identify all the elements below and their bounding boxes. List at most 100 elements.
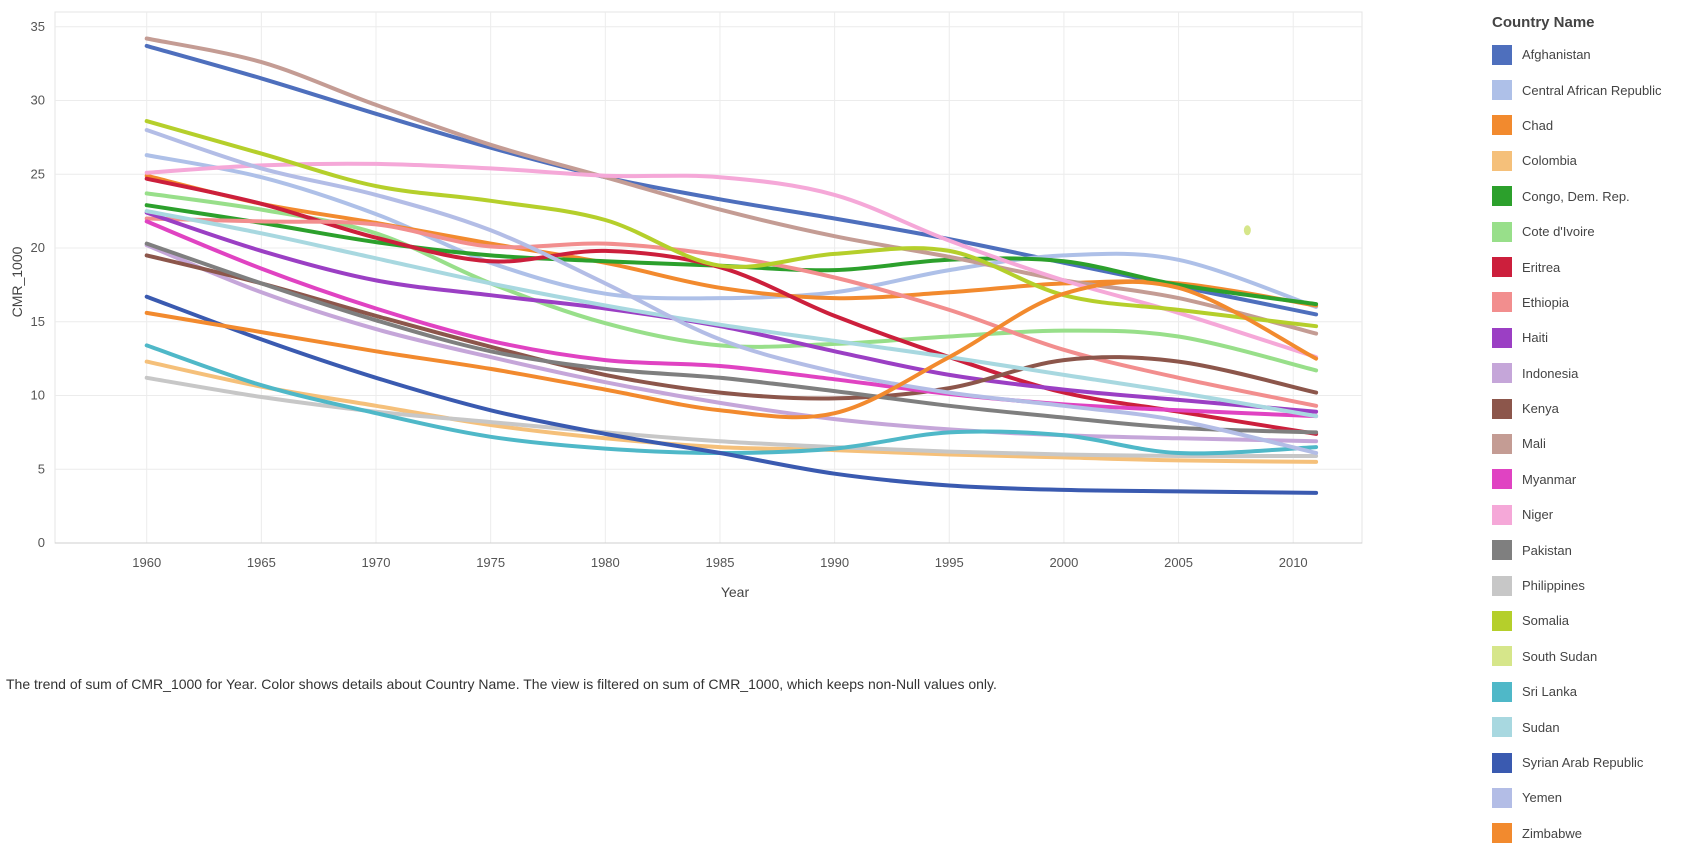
legend-label: Haiti [1522,330,1549,346]
legend-label: Philippines [1522,578,1585,594]
x-axis-title: Year [721,584,750,600]
x-tick-label: 1980 [591,555,620,570]
series-line-philippines [144,375,1319,459]
series-line-myanmar [144,219,1319,419]
legend-item-south-sudan[interactable]: South Sudan [1492,639,1697,674]
legend-swatch [1492,44,1512,65]
x-tick-label: 1995 [935,555,964,570]
legend-swatch [1492,292,1512,313]
legend-label: Yemen [1522,790,1562,806]
plot-area [54,11,1363,544]
legend-item-cote-d-ivoire[interactable]: Cote d'Ivoire [1492,214,1697,249]
y-tick-label: 25 [31,166,45,181]
legend-item-afghanistan[interactable]: Afghanistan [1492,37,1697,72]
y-tick-label: 10 [31,388,45,403]
chart-plot: 0 5 10 15 20 25 30 35 1960 1965 1970 1975 1980 1985 19… [9,11,1363,600]
legend-swatch [1492,115,1512,136]
legend-item-sri-lanka[interactable]: Sri Lanka [1492,674,1697,709]
legend-swatch [1492,610,1512,631]
series-line-afghanistan [144,43,1319,317]
legend: Country Name Afghanistan Central African … [1492,12,1697,851]
legend-item-myanmar[interactable]: Myanmar [1492,462,1697,497]
series-lines [144,36,1319,495]
y-axis-title: CMR_1000 [9,246,25,317]
y-tick-label: 5 [38,461,45,476]
legend-item-congo-dem-rep[interactable]: Congo, Dem. Rep. [1492,179,1697,214]
series-line-cote-d-ivoire [144,191,1319,373]
series-line-chad [144,173,1319,308]
legend-item-niger[interactable]: Niger [1492,497,1697,532]
legend-label: Sri Lanka [1522,684,1577,700]
legend-item-zimbabwe[interactable]: Zimbabwe [1492,816,1697,851]
x-tick-label: 1970 [362,555,391,570]
legend-label: Zimbabwe [1522,825,1582,841]
legend-label: Kenya [1522,401,1559,417]
series-line-zimbabwe [144,279,1319,420]
y-tick-label: 35 [31,19,45,34]
legend-item-eritrea[interactable]: Eritrea [1492,249,1697,284]
legend-label: Chad [1522,117,1554,133]
legend-label: Colombia [1522,153,1577,169]
legend-label: Congo, Dem. Rep. [1522,188,1630,204]
axes: 0 5 10 15 20 25 30 35 1960 1965 1970 1975 1980 1985 19… [31,19,1362,570]
legend-item-central-african-republic[interactable]: Central African Republic [1492,72,1697,107]
series-line-central-african-republic [144,153,1319,309]
legend-item-colombia[interactable]: Colombia [1492,143,1697,178]
legend-label: Afghanistan [1522,47,1591,63]
legend-item-yemen[interactable]: Yemen [1492,780,1697,815]
legend-item-haiti[interactable]: Haiti [1492,320,1697,355]
legend-label: Niger [1522,507,1554,523]
legend-label: Eritrea [1522,259,1561,275]
legend-swatch [1492,433,1512,454]
series-line-somalia [144,119,1319,329]
legend-title: Country Name [1492,14,1595,31]
legend-label: Mali [1522,436,1546,452]
x-tick-label: 2005 [1164,555,1193,570]
legend-item-mali[interactable]: Mali [1492,426,1697,461]
legend-swatch [1492,469,1512,490]
legend-items: Afghanistan Central African Republic Chad C… [1492,37,1697,851]
legend-swatch [1492,575,1512,596]
legend-swatch [1492,823,1512,844]
legend-swatch [1492,257,1512,278]
legend-item-syrian-arab-republic[interactable]: Syrian Arab Republic [1492,745,1697,780]
legend-label: South Sudan [1522,648,1598,664]
legend-item-sudan[interactable]: Sudan [1492,709,1697,744]
series-line-pakistan [144,241,1319,435]
series-line-yemen [144,128,1319,455]
legend-item-indonesia[interactable]: Indonesia [1492,356,1697,391]
series-line-indonesia [144,243,1319,444]
legend-item-somalia[interactable]: Somalia [1492,603,1697,638]
legend-item-ethiopia[interactable]: Ethiopia [1492,285,1697,320]
legend-label: Somalia [1522,613,1569,629]
legend-label: Indonesia [1522,365,1579,381]
legend-label: Ethiopia [1522,294,1569,310]
legend-label: Myanmar [1522,471,1577,487]
y-tick-label: 15 [31,314,45,329]
series-line-ethiopia [144,216,1319,408]
y-tick-label: 0 [38,535,45,550]
legend-swatch [1492,363,1512,384]
series-line-syrian-arab-republic [144,294,1319,495]
x-tick-label: 1960 [132,555,161,570]
series-point-south-sudan [1243,225,1251,236]
x-tick-label: 1975 [476,555,505,570]
grid-lines [54,11,1363,544]
legend-label: Sudan [1522,719,1560,735]
legend-swatch [1492,327,1512,348]
legend-item-pakistan[interactable]: Pakistan [1492,532,1697,567]
legend-swatch [1492,540,1512,561]
legend-label: Central African Republic [1522,82,1662,98]
legend-item-philippines[interactable]: Philippines [1492,568,1697,603]
legend-swatch [1492,717,1512,738]
legend-swatch [1492,752,1512,773]
series-line-eritrea [144,176,1319,436]
x-tick-label: 2010 [1279,555,1308,570]
legend-item-kenya[interactable]: Kenya [1492,391,1697,426]
legend-swatch [1492,787,1512,808]
legend-swatch [1492,398,1512,419]
legend-swatch [1492,186,1512,207]
x-tick-label: 2000 [1049,555,1078,570]
legend-item-chad[interactable]: Chad [1492,108,1697,143]
y-tick-label: 30 [31,93,45,108]
